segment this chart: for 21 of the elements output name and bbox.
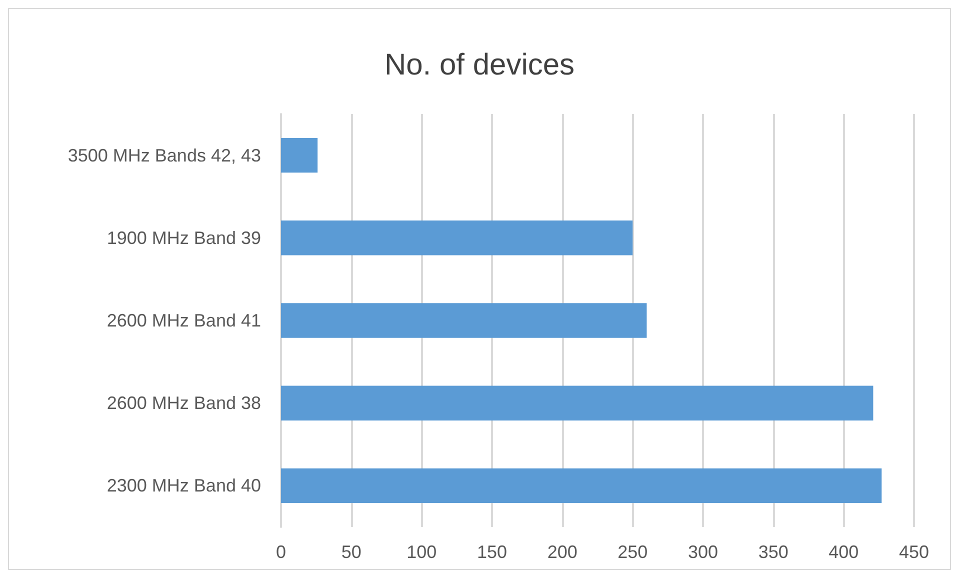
x-tick-label: 300: [688, 542, 718, 562]
y-tick-label: 2300 MHz Band 40: [106, 476, 261, 496]
x-tick-label: 0: [276, 542, 286, 562]
x-tick-label: 50: [341, 542, 362, 562]
x-tick-label: 200: [547, 542, 578, 562]
bar: [281, 468, 882, 504]
y-tick-label: 2600 MHz Band 41: [106, 310, 261, 330]
x-tick-label: 100: [406, 542, 437, 562]
x-tick-label: 350: [758, 542, 788, 562]
bar: [281, 220, 633, 256]
y-tick-label: 3500 MHz Bands 42, 43: [68, 145, 261, 166]
chart-title: No. of devices: [384, 48, 575, 82]
bar: [281, 138, 318, 173]
bar: [281, 303, 647, 338]
x-tick-label: 150: [476, 542, 508, 562]
x-tick-label: 450: [898, 542, 930, 562]
y-tick-label: 2600 MHz Band 38: [106, 393, 261, 414]
x-tick-label: 250: [618, 542, 648, 562]
x-tick-label: 400: [828, 542, 859, 562]
y-tick-label: 1900 MHz Band 39: [106, 228, 261, 248]
bar: [281, 386, 874, 420]
